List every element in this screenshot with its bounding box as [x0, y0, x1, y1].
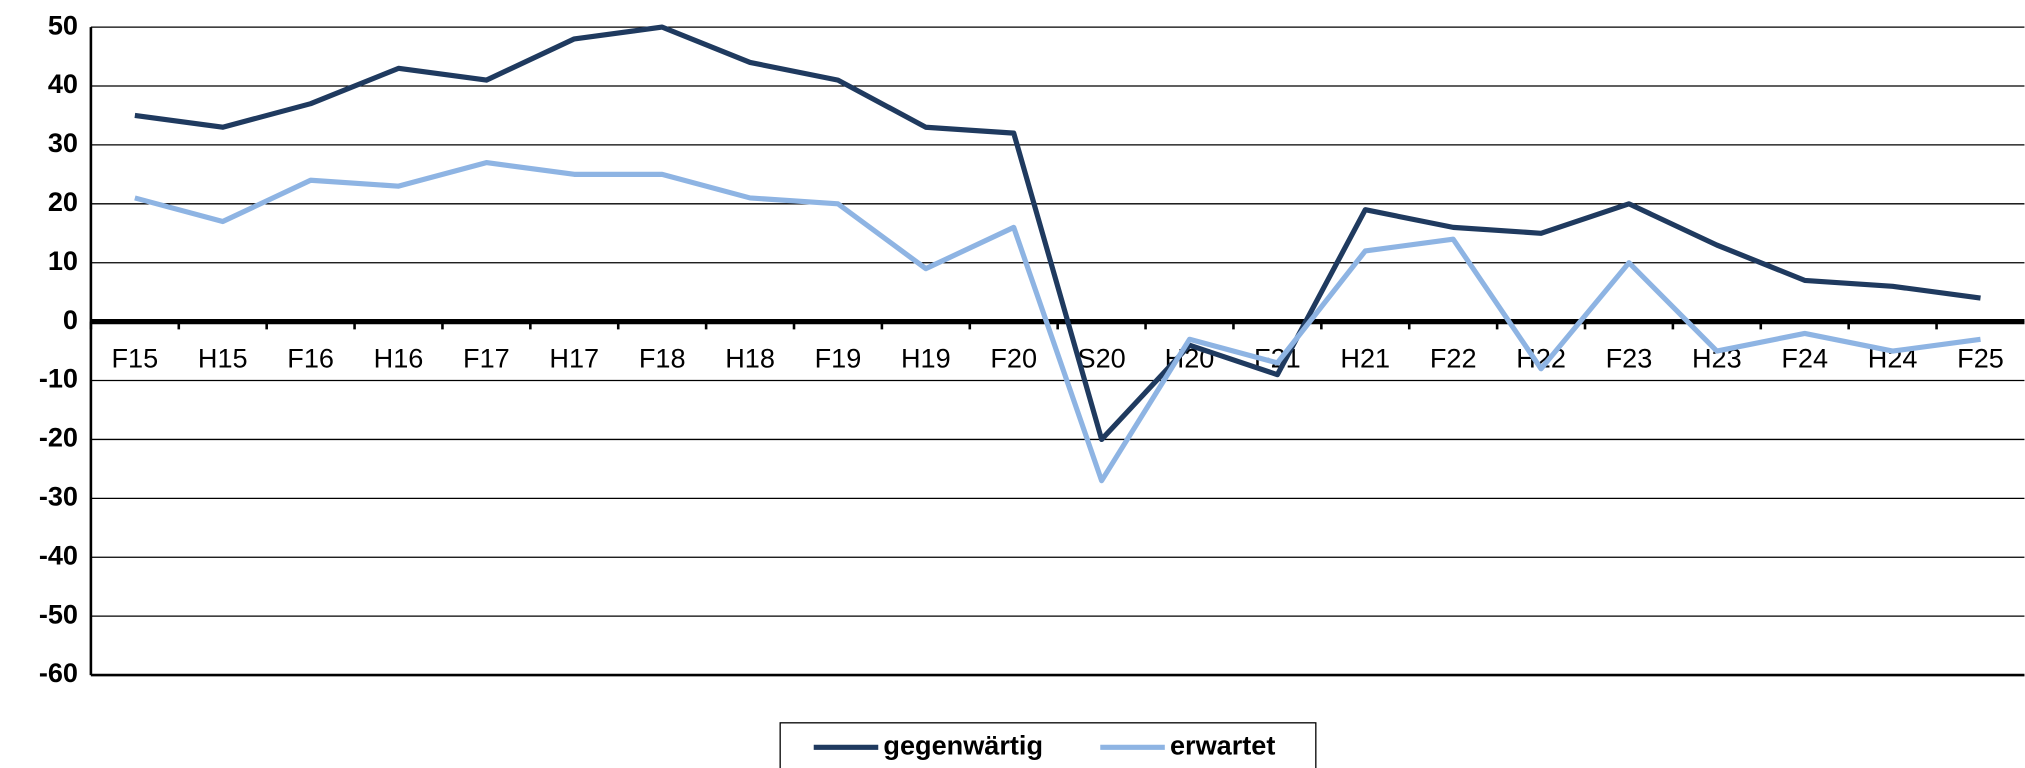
x-tick-label: H18 [725, 343, 775, 374]
y-tick-label: -20 [39, 422, 78, 453]
x-tick-label: F20 [990, 343, 1037, 374]
x-tick-label: F17 [463, 343, 510, 374]
x-tick-label: H21 [1340, 343, 1390, 374]
x-tick-label: H19 [901, 343, 951, 374]
x-tick-label: F24 [1781, 343, 1828, 374]
series-line [134, 160, 1981, 484]
y-tick-label: -30 [39, 481, 78, 512]
x-tick-label: H16 [374, 343, 424, 374]
legend-label: gegenwärtig [883, 730, 1043, 761]
x-tick-label: F18 [639, 343, 686, 374]
y-tick-label: 0 [63, 304, 78, 335]
x-tick-label: H15 [198, 343, 248, 374]
x-tick-label: F15 [112, 343, 159, 374]
series-line [134, 24, 1981, 443]
y-tick-label: -40 [39, 539, 78, 570]
y-tick-label: -60 [39, 657, 78, 688]
x-tick-label: F19 [815, 343, 862, 374]
x-tick-label: F22 [1430, 343, 1477, 374]
x-tick-label: F25 [1957, 343, 2004, 374]
y-tick-label: 50 [48, 9, 78, 40]
x-tick-label: H17 [549, 343, 599, 374]
y-tick-label: 10 [48, 245, 78, 276]
x-tick-label: S20 [1078, 343, 1126, 374]
y-tick-label: -50 [39, 598, 78, 629]
x-tick-label: F16 [287, 343, 334, 374]
legend-label: erwartet [1170, 730, 1275, 761]
y-tick-label: -10 [39, 363, 78, 394]
y-tick-label: 40 [48, 68, 78, 99]
x-tick-label: F23 [1606, 343, 1653, 374]
y-tick-label: 30 [48, 127, 78, 158]
y-tick-label: 20 [48, 186, 78, 217]
